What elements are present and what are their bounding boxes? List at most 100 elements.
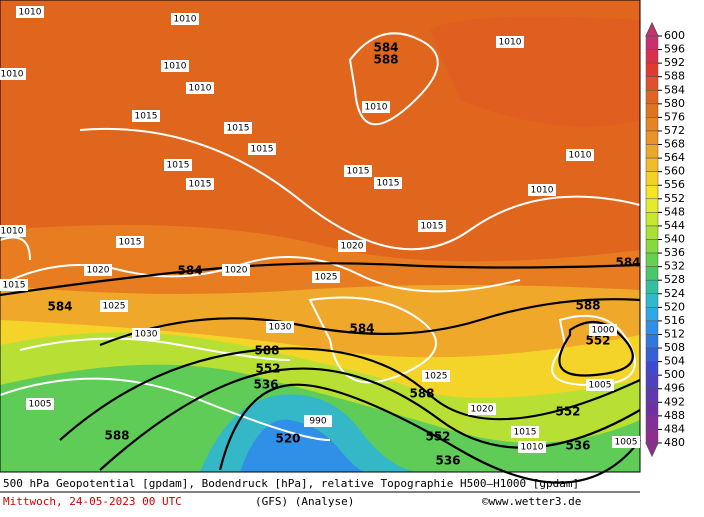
pressure-label: 1015 (421, 222, 444, 232)
footer-credit: ©www.wetter3.de (482, 495, 581, 508)
pressure-label: 1015 (119, 238, 142, 248)
legend-swatch (645, 374, 659, 389)
legend-tick-label: 560 (664, 165, 685, 178)
pressure-label-box (518, 441, 546, 453)
pressure-label-box (586, 379, 614, 391)
legend-swatch (645, 225, 659, 240)
pressure-label: 1010 (531, 186, 554, 196)
pressure-label-box (100, 300, 128, 312)
legend-swatch (645, 293, 659, 308)
pressure-label: 1005 (29, 400, 52, 410)
pressure-label: 1010 (365, 103, 388, 113)
legend-tick-label: 600 (664, 29, 685, 42)
height-label: 552 (255, 362, 280, 376)
legend-swatch (645, 388, 659, 403)
legend-swatch (645, 212, 659, 227)
pressure-label-box (164, 159, 192, 171)
pressure-label: 1015 (251, 145, 274, 155)
legend-tick-label: 568 (664, 138, 685, 151)
legend-swatch (645, 279, 659, 295)
pressure-label-box (418, 220, 446, 232)
pressure-label-box (344, 165, 372, 177)
height-label: 584 (47, 300, 72, 314)
pressure-label-box (248, 143, 276, 155)
pressure-label-box (161, 60, 189, 72)
pressure-label: 1010 (19, 8, 42, 18)
pressure-label-box (511, 426, 539, 438)
legend-tick-label: 580 (664, 97, 685, 110)
legend-tick-label: 572 (664, 124, 685, 137)
legend-tick-label: 564 (664, 151, 685, 164)
legend-swatch (645, 347, 659, 362)
pressure-label: 1030 (269, 323, 292, 333)
pressure-label-box (528, 184, 556, 196)
legend-tick-label: 532 (664, 260, 685, 273)
pressure-label: 1010 (189, 84, 212, 94)
pressure-label-box (222, 264, 250, 276)
pressure-label: 1010 (1, 227, 24, 237)
pressure-label: 1020 (87, 266, 110, 276)
legend-tick-label: 516 (664, 314, 685, 327)
pressure-label: 1015 (189, 180, 212, 190)
legend-swatch (645, 130, 659, 145)
legend-tick-label: 492 (664, 395, 685, 408)
footer-model: (GFS) (Analyse) (255, 495, 354, 508)
legend-swatch (645, 320, 659, 335)
height-label: 584 (177, 264, 202, 278)
pressure-label: 1015 (167, 161, 190, 171)
legend-tick-label: 556 (664, 178, 685, 191)
map-frame (0, 0, 641, 473)
height-label: 552 (555, 405, 580, 419)
legend-swatch (645, 198, 659, 213)
pressure-label-box (312, 271, 340, 283)
pressure-label: 1015 (227, 124, 250, 134)
legend-tick-label: 520 (664, 300, 685, 313)
height-label: 536 (565, 439, 590, 453)
legend-tick-label: 500 (664, 368, 685, 381)
pressure-label: 1010 (174, 15, 197, 25)
pressure-label: 1015 (3, 281, 26, 291)
pressure-label: 1010 (521, 443, 544, 453)
pressure-label-box (26, 398, 54, 410)
map-labels: 5845845845845885885885885525525525525365… (0, 6, 641, 468)
legend-swatch (645, 415, 659, 430)
height-label: 552 (425, 430, 450, 444)
legend-tick-label: 504 (664, 355, 685, 368)
legend-tick-label: 592 (664, 56, 685, 69)
legend-swatch (645, 49, 659, 64)
legend-tick-label: 480 (664, 436, 685, 449)
height-label: 536 (435, 454, 460, 468)
height-label: 588 (104, 429, 129, 443)
pressure-label-box (0, 225, 26, 237)
pressure-label: 1005 (589, 381, 612, 391)
pressure-label: 1025 (425, 372, 448, 382)
legend-swatch (645, 266, 659, 281)
pressure-label-box (132, 110, 160, 122)
legend-tick-label: 588 (664, 70, 685, 83)
pressure-label: 1015 (377, 179, 400, 189)
height-label: 588 (409, 387, 434, 401)
legend-tick-label: 540 (664, 233, 685, 246)
legend-tick-label: 524 (664, 287, 685, 300)
legend-swatch (645, 62, 659, 77)
pressure-label-box (374, 177, 402, 189)
legend-tick-label: 544 (664, 219, 685, 232)
legend-tick-label: 576 (664, 110, 685, 123)
pressure-label: 1025 (103, 302, 126, 312)
footer-title: 500 hPa Geopotential [gpdam], Bodendruck… (3, 477, 579, 490)
height-label: 520 (275, 432, 300, 446)
legend-tick-label: 512 (664, 327, 685, 340)
legend-swatch (645, 334, 659, 349)
height-label: 588 (373, 53, 398, 67)
legend-swatch (645, 35, 659, 50)
pressure-label-box (171, 13, 199, 25)
pressure-label: 1020 (225, 266, 248, 276)
pressure-label-box (468, 403, 496, 415)
pressure-label-box (566, 149, 594, 161)
pressure-label: 1010 (499, 38, 522, 48)
pressure-label: 1010 (569, 151, 592, 161)
legend-swatch (645, 429, 659, 444)
pressure-label-box (224, 122, 252, 134)
pressure-label-box (132, 328, 160, 340)
legend-swatch (645, 402, 659, 417)
